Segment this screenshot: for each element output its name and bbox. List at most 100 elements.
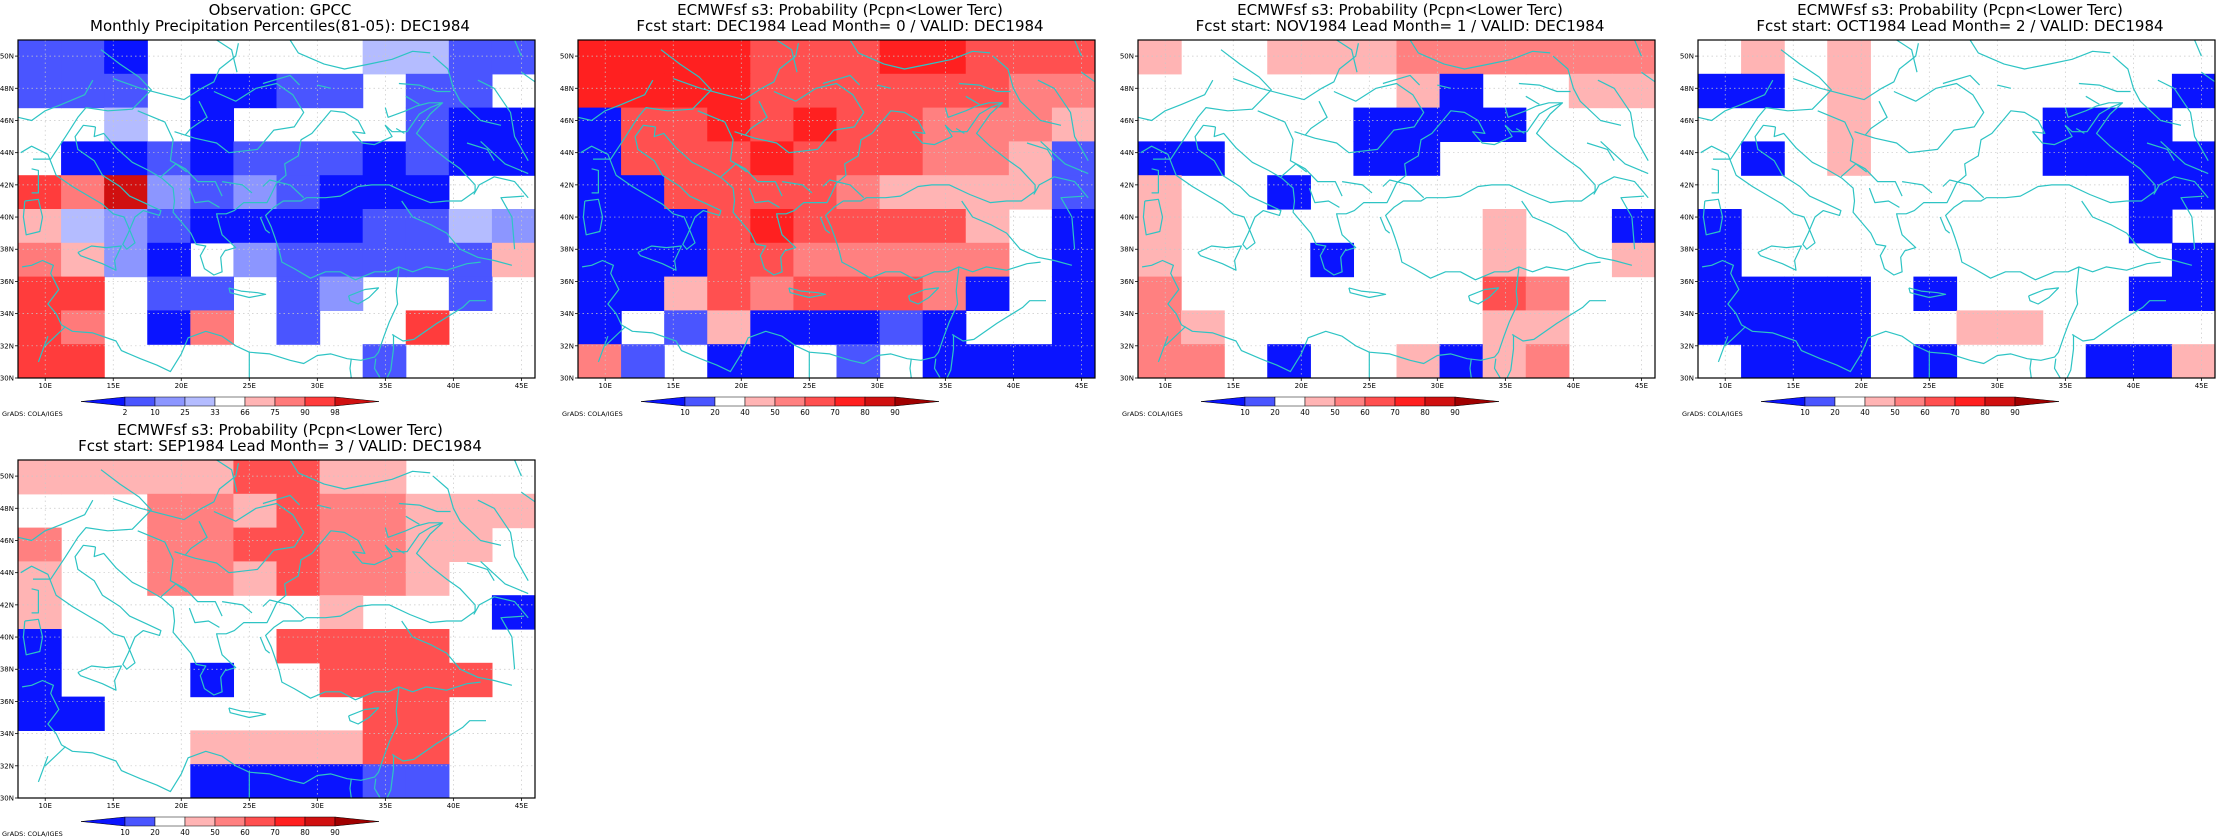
grid-cell xyxy=(1741,310,1785,345)
grid-cell xyxy=(1181,141,1225,176)
map-panel-lead-month-1: ECMWFsf s3: Probability (Pcpn<Lower Terc… xyxy=(1120,0,1680,420)
coastline xyxy=(1308,187,1340,208)
colorbar: 10 20 40 50 60 70 80 90 xyxy=(640,396,940,417)
lat-tick-label: 30N xyxy=(560,375,574,383)
lon-tick-label: 30E xyxy=(1991,382,2004,390)
lat-tick-label: 44N xyxy=(0,149,14,157)
grid-cell xyxy=(147,460,191,495)
grid-cell xyxy=(233,764,278,798)
colorbar-swatch xyxy=(214,396,246,407)
coastline xyxy=(466,562,495,582)
grid-cell xyxy=(621,276,665,311)
coastline xyxy=(597,335,609,363)
grid-cell xyxy=(664,73,708,109)
grid-cell xyxy=(836,73,881,109)
lat-tick-label: 38N xyxy=(1680,246,1694,254)
grads-credit: GrADS: COLA/IGES xyxy=(1122,410,1183,418)
coastline xyxy=(373,778,381,798)
colorbar-swatch xyxy=(214,816,246,827)
grid-cell xyxy=(147,276,191,311)
coastline xyxy=(262,74,301,86)
coastline xyxy=(514,460,522,477)
coastline xyxy=(262,179,305,199)
coastline xyxy=(1213,102,1564,276)
coastline xyxy=(401,620,513,686)
grid-cell xyxy=(578,276,622,311)
colorbar-swatch xyxy=(774,396,806,407)
grid-cell xyxy=(1827,310,1871,345)
grid-cell xyxy=(233,242,278,278)
grid-cell xyxy=(2171,242,2215,278)
coastline xyxy=(317,84,332,89)
coastline xyxy=(1634,40,1642,57)
grid-cell xyxy=(61,141,105,176)
grid-cell xyxy=(1138,276,1182,311)
lat-tick-label: 36N xyxy=(0,698,14,706)
coastline xyxy=(514,40,522,57)
coastline xyxy=(958,261,1041,273)
coastline xyxy=(2201,71,2215,83)
lat-tick-label: 36N xyxy=(1120,278,1134,286)
grid-cell xyxy=(61,73,105,109)
coastline xyxy=(262,599,305,619)
grid-cell xyxy=(1568,40,1613,75)
lon-tick-label: 25E xyxy=(243,802,256,810)
grid-cell xyxy=(922,141,967,176)
panel-title: ECMWFsf s3: Probability (Pcpn<Lower Terc… xyxy=(117,421,443,439)
coastline xyxy=(933,358,941,378)
grid-cell xyxy=(836,310,881,345)
grid-cell xyxy=(1741,40,1785,75)
coastline xyxy=(1868,187,1900,208)
coastline xyxy=(77,665,123,691)
grid-cell xyxy=(879,40,924,75)
grid-cell xyxy=(448,662,493,698)
colorbar-swatch xyxy=(1454,396,1500,407)
graticule xyxy=(18,460,535,798)
lat-tick-label: 42N xyxy=(560,181,574,189)
colorbar-swatch xyxy=(1924,396,1956,407)
colorbar-swatch xyxy=(80,396,126,407)
coastline xyxy=(1379,216,1391,234)
coastline xyxy=(1757,245,1803,271)
grid-cell xyxy=(1008,344,1053,378)
grid-cell xyxy=(190,141,235,176)
coastline xyxy=(2160,140,2209,175)
coastline xyxy=(1854,82,1985,154)
colorbar-swatch xyxy=(304,396,336,407)
coastline xyxy=(1908,287,1947,299)
colorbar-swatch xyxy=(1984,396,2016,407)
grid-cell xyxy=(793,141,838,176)
grid-cell xyxy=(1138,310,1182,345)
lon-tick-label: 15E xyxy=(1787,382,1800,390)
grid-cell xyxy=(147,242,191,278)
grid-cell xyxy=(1008,141,1053,176)
coastline xyxy=(500,195,525,250)
colorbar: 10 20 40 50 60 70 80 90 xyxy=(1760,396,2060,417)
lat-tick-label: 36N xyxy=(1680,278,1694,286)
coastline xyxy=(1026,142,1055,162)
coastline xyxy=(2157,79,2209,161)
coastline xyxy=(1157,335,1169,363)
lat-tick-label: 34N xyxy=(0,310,14,318)
grid-cell xyxy=(750,40,795,75)
graticule xyxy=(1698,40,2215,378)
colorbar-label: 33 xyxy=(210,408,220,417)
coastline xyxy=(909,358,912,378)
grid-cell xyxy=(491,40,535,75)
grid-cell xyxy=(61,460,105,495)
colorbar-swatch xyxy=(244,396,276,407)
coastline xyxy=(259,636,271,654)
lat-tick-label: 38N xyxy=(0,246,14,254)
grid-cell xyxy=(621,107,665,142)
grid-cell xyxy=(1267,344,1311,378)
coastline xyxy=(672,43,799,101)
coastline xyxy=(2078,82,2131,93)
colorbar-label: 60 xyxy=(1360,408,1370,417)
grid-cell xyxy=(362,764,407,798)
colorbar-swatch xyxy=(1244,396,1276,407)
coastline xyxy=(112,463,239,521)
coastline xyxy=(1469,358,1472,378)
grid-cell xyxy=(879,310,924,345)
grid-cell xyxy=(405,696,450,731)
coastline xyxy=(432,55,502,126)
